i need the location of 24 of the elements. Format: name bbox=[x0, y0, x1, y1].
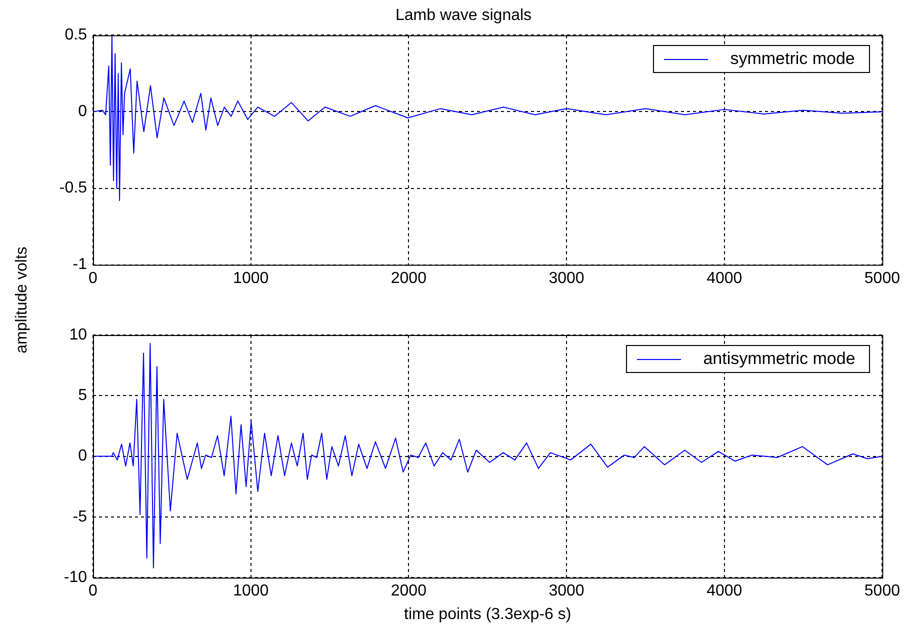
legend-label: antisymmetric mode bbox=[703, 349, 856, 369]
x-tick-label: 4000 bbox=[706, 270, 742, 287]
x-tick-label: 5000 bbox=[864, 582, 900, 600]
y-tick-label: -0.5 bbox=[59, 180, 88, 197]
x-axis-title: time points (3.3exp-6 s) bbox=[404, 606, 572, 623]
y-tick-label: -1 bbox=[72, 256, 88, 274]
y-tick-label: 0 bbox=[78, 448, 88, 465]
y-tick-label: -5 bbox=[72, 508, 88, 526]
x-tick-label: 2000 bbox=[390, 270, 427, 287]
y-tick-label: 0.5 bbox=[64, 26, 88, 44]
x-tick-label: 2000 bbox=[390, 582, 427, 600]
chart-title: Lamb wave signals bbox=[395, 7, 532, 24]
y-tick-label: 10 bbox=[69, 326, 88, 344]
y-tick-label: -10 bbox=[64, 569, 88, 586]
legend-label: symmetric mode bbox=[730, 49, 855, 70]
y-axis-title: amplitude volts bbox=[12, 246, 31, 354]
x-tick-label: 5000 bbox=[864, 270, 900, 287]
x-tick-label: 4000 bbox=[706, 582, 742, 600]
x-tick-label: 3000 bbox=[548, 270, 584, 287]
x-tick-label: 3000 bbox=[548, 582, 584, 600]
x-tick-label: 1000 bbox=[233, 582, 269, 600]
y-tick-label: 0 bbox=[78, 103, 88, 120]
x-tick-label: 1000 bbox=[233, 270, 269, 287]
y-tick-label: 5 bbox=[78, 387, 88, 404]
